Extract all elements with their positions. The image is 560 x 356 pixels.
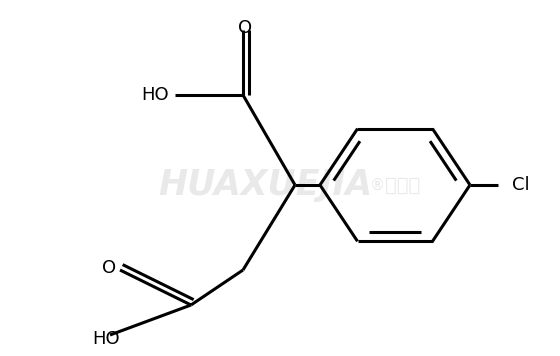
Text: HO: HO	[141, 86, 169, 104]
Text: 化学加: 化学加	[385, 176, 420, 194]
Text: HO: HO	[92, 330, 120, 348]
Text: O: O	[238, 19, 252, 37]
Text: ®: ®	[370, 178, 385, 193]
Text: HUAXUEJIA: HUAXUEJIA	[158, 168, 372, 202]
Text: Cl: Cl	[512, 176, 530, 194]
Text: O: O	[102, 259, 116, 277]
